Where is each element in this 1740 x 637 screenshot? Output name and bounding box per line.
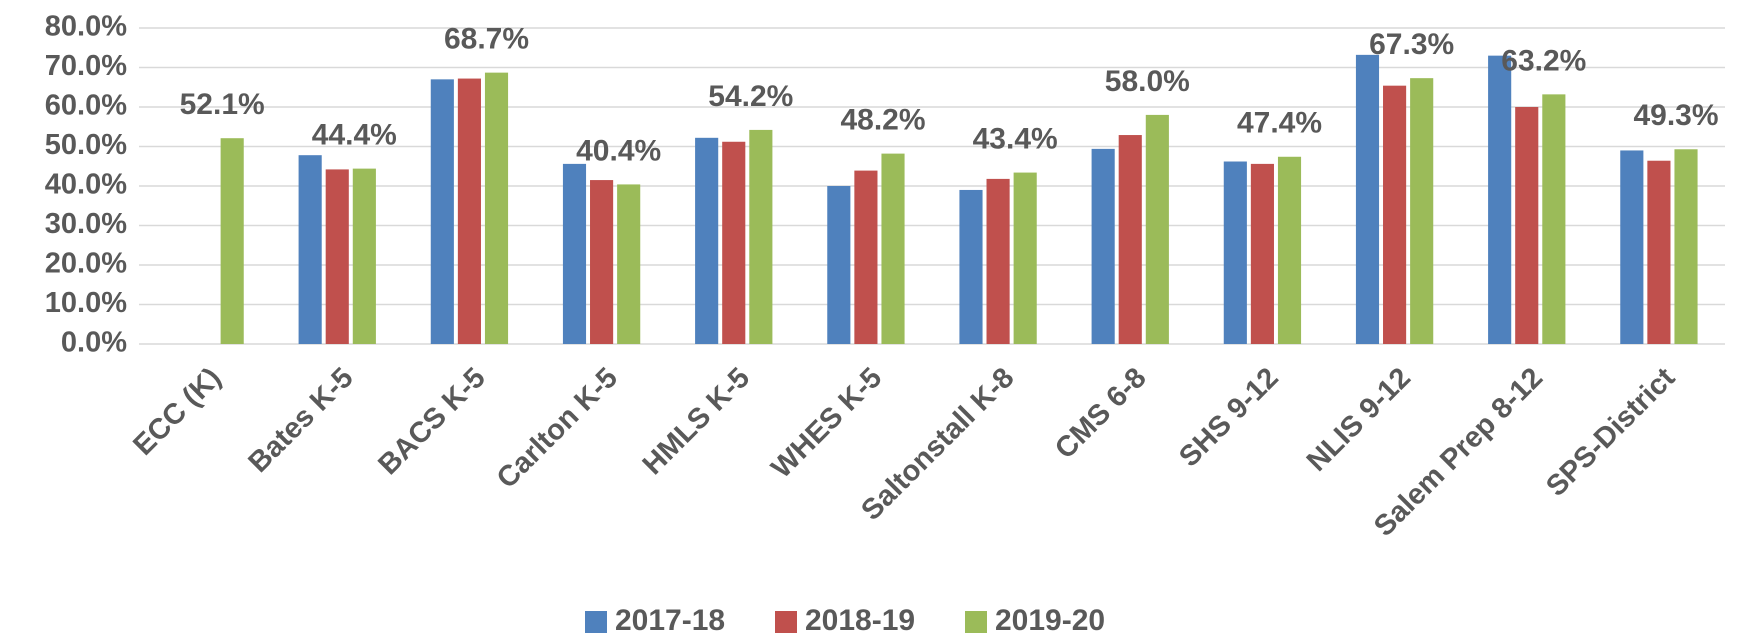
bar	[749, 129, 773, 344]
bar	[1647, 160, 1671, 344]
y-tick-label: 30.0%	[45, 208, 127, 240]
bar	[1383, 85, 1407, 345]
data-label: 43.4%	[973, 122, 1058, 155]
x-tick-label: WHES K-5	[765, 362, 888, 485]
y-tick-label: 70.0%	[45, 50, 127, 82]
legend-swatch	[585, 611, 607, 633]
bar	[854, 170, 878, 344]
bar	[1118, 135, 1142, 344]
x-tick-label: CMS 6-8	[1049, 362, 1153, 466]
bar	[1250, 163, 1274, 344]
bar	[590, 180, 614, 344]
bar	[695, 137, 719, 344]
bar	[298, 155, 322, 344]
bar	[430, 79, 454, 344]
data-label: 40.4%	[576, 134, 661, 167]
y-tick-label: 40.0%	[45, 169, 127, 201]
y-tick-label: 50.0%	[45, 129, 127, 161]
data-label: 49.3%	[1633, 99, 1718, 132]
bar	[1515, 107, 1539, 344]
data-label: 68.7%	[444, 23, 529, 56]
legend-label: 2019-20	[995, 604, 1105, 637]
data-label: 52.1%	[180, 88, 265, 121]
x-tick-label: Carlton K-5	[491, 362, 624, 495]
x-tick-label: SPS-District	[1540, 362, 1681, 503]
data-label: 63.2%	[1501, 44, 1586, 77]
data-label: 58.0%	[1105, 65, 1190, 98]
bar	[1620, 150, 1644, 344]
legend-swatch	[775, 611, 797, 633]
data-label: 54.2%	[708, 80, 793, 113]
x-tick-label: SHS 9-12	[1173, 362, 1285, 474]
bar	[1488, 55, 1512, 345]
bar	[325, 169, 349, 344]
bar	[457, 78, 481, 344]
legend-swatch	[965, 611, 987, 633]
x-tick-label: Bates K-5	[242, 362, 359, 479]
bar	[1542, 94, 1566, 344]
legend-label: 2017-18	[615, 604, 725, 637]
bar	[722, 141, 746, 344]
y-tick-label: 20.0%	[45, 248, 127, 280]
bar	[1355, 54, 1380, 345]
bar	[1674, 149, 1698, 344]
bar	[352, 168, 376, 344]
y-tick-label: 10.0%	[45, 287, 127, 319]
bar	[617, 184, 641, 344]
bar	[986, 178, 1010, 344]
x-tick-label: BACS K-5	[372, 362, 491, 481]
bar	[562, 163, 587, 344]
bar	[1013, 172, 1037, 344]
bar	[827, 186, 851, 344]
data-label: 48.2%	[840, 104, 925, 137]
x-tick-label: HMLS K-5	[637, 362, 756, 481]
data-label: 47.4%	[1237, 107, 1322, 140]
bar	[1145, 114, 1169, 345]
bar	[220, 138, 244, 344]
x-tick-label: NLIS 9-12	[1301, 362, 1417, 478]
data-label: 67.3%	[1369, 28, 1454, 61]
y-tick-label: 0.0%	[61, 327, 127, 359]
y-tick-label: 60.0%	[45, 90, 127, 122]
x-tick-label: ECC (K)	[127, 362, 227, 462]
bar	[959, 189, 983, 344]
data-label: 44.4%	[312, 119, 397, 152]
bar	[1091, 148, 1115, 344]
bar	[484, 72, 509, 344]
bar	[1223, 161, 1247, 344]
bar	[1410, 78, 1434, 344]
bar	[881, 153, 905, 344]
bar	[1277, 156, 1302, 344]
y-tick-label: 80.0%	[45, 11, 127, 43]
legend-label: 2018-19	[805, 604, 915, 637]
